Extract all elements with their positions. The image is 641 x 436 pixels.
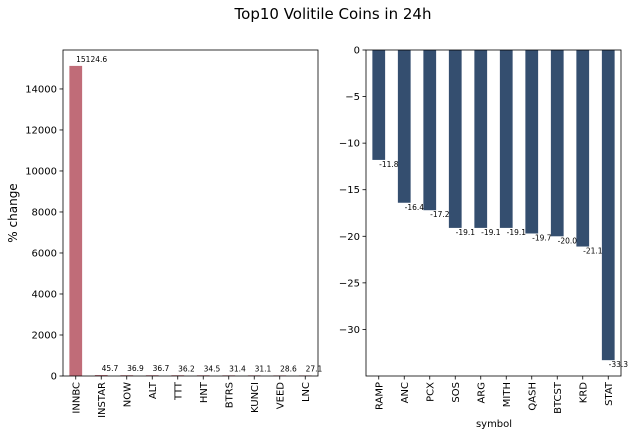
bar-data-label: 27.1 (306, 364, 323, 373)
bar (499, 50, 513, 228)
bar-data-label: 31.1 (255, 364, 272, 373)
bar-data-label: -19.7 (532, 233, 552, 242)
bar-data-label: 28.6 (280, 364, 297, 373)
y-tick-label: −25 (339, 278, 360, 289)
y-tick-label: −30 (339, 325, 360, 336)
x-tick-label: SOS (451, 382, 462, 403)
chart-left: % change 0 2000 4000 6000 8000 10000 12000 1400… (6, 49, 323, 418)
bar-data-label: -19.1 (456, 228, 476, 237)
chart-right: 0−5−10−15−20−25−30 -11.8-16.4-17.2-19.1-… (339, 46, 628, 431)
x-tick-label: STAT (604, 381, 615, 406)
bar-data-label: -21.1 (583, 247, 603, 256)
x-tick-label: ANC (400, 382, 411, 403)
x-tick-label: NOW (122, 382, 133, 407)
x-tick-label: VEED (275, 382, 286, 409)
bar-data-label: 34.5 (204, 364, 221, 373)
x-tick-label: INNBC (71, 382, 82, 414)
y-tick-label: 8000 (32, 207, 57, 218)
bar-data-label: -11.8 (379, 160, 399, 169)
x-tick-label: QASH (527, 382, 538, 411)
y-tick-label: −15 (339, 185, 360, 196)
y-tick-label: 0 (51, 372, 57, 383)
y-tick-label: 10000 (25, 166, 57, 177)
y-tick-label: −10 (339, 139, 360, 150)
bar (423, 50, 437, 211)
y-tick-label: 6000 (32, 248, 57, 259)
left-bars: 15124.6 45.7 36.9 36.7 36.2 34.5 31.4 31.1 28.6 2… (69, 55, 323, 377)
y-tick-label: 14000 (25, 84, 57, 95)
bar (576, 50, 590, 247)
y-tick-label: −5 (345, 92, 360, 103)
left-x-ticks: INNBC INSTAR NOW ALT TTT HNT BTRS KUNCI VEED LNC (71, 376, 312, 418)
left-y-ticks: 0 2000 4000 6000 8000 10000 12000 14000 (25, 84, 63, 383)
x-tick-label: BTRS (224, 382, 235, 408)
x-tick-label: PCX (425, 382, 436, 402)
x-tick-label: RAMP (374, 382, 385, 410)
bar-data-label: 36.9 (127, 364, 144, 373)
bar (372, 50, 386, 160)
bar-data-label: -19.1 (481, 228, 501, 237)
y-tick-label: −20 (339, 232, 360, 243)
bar (550, 50, 564, 237)
right-x-axis-label: symbol (476, 419, 512, 430)
bar-data-label: 31.4 (229, 364, 246, 373)
bar (69, 65, 83, 377)
x-tick-label: KUNCI (250, 382, 261, 413)
bar (448, 50, 462, 228)
right-bars: -11.8 -16.4 -17.2 -19.1 -19.1 -19.1 -19.7 -20.0… (372, 50, 628, 369)
x-tick-label: KRD (578, 382, 589, 404)
x-tick-label: TTT (173, 381, 184, 401)
bar-data-label: -33.3 (609, 360, 629, 369)
left-plot-frame (62, 49, 319, 377)
y-tick-label: 4000 (32, 289, 57, 300)
right-y-ticks: 0 −5 −10 −15 −20 −25 −30 (339, 46, 366, 336)
bar-data-label: -16.4 (405, 203, 425, 212)
bar (397, 50, 411, 203)
right-plot-frame (365, 49, 622, 377)
y-tick-label: 2000 (32, 330, 57, 341)
bar-data-label: 36.7 (153, 364, 170, 373)
y-tick-label: 12000 (25, 125, 57, 136)
figure-title: Top10 Volitile Coins in 24h (234, 5, 432, 23)
bar (601, 50, 615, 361)
x-tick-label: ALT (148, 381, 159, 399)
bar (474, 50, 488, 228)
bar-data-label: 36.2 (178, 364, 195, 373)
bar-data-label: 15124.6 (76, 55, 107, 64)
x-tick-label: LNC (301, 382, 312, 402)
bar-data-label: -19.1 (507, 228, 527, 237)
x-tick-label: INSTAR (97, 382, 108, 418)
y-tick-label: 0 (354, 46, 360, 57)
bar-data-label: -20.0 (558, 236, 578, 245)
bar (94, 375, 108, 376)
x-tick-label: HNT (199, 381, 210, 403)
bar-data-label: -17.2 (430, 210, 450, 219)
left-y-axis-label: % change (6, 183, 20, 242)
x-tick-label: ARG (476, 382, 487, 404)
x-tick-label: BTCST (553, 381, 564, 414)
bar (525, 50, 539, 234)
x-tick-label: MITH (502, 382, 513, 407)
right-x-ticks: RAMP ANC PCX SOS ARG MITH QASH BTCST KRD STAT (374, 376, 615, 414)
bar-data-label: 45.7 (102, 364, 119, 373)
